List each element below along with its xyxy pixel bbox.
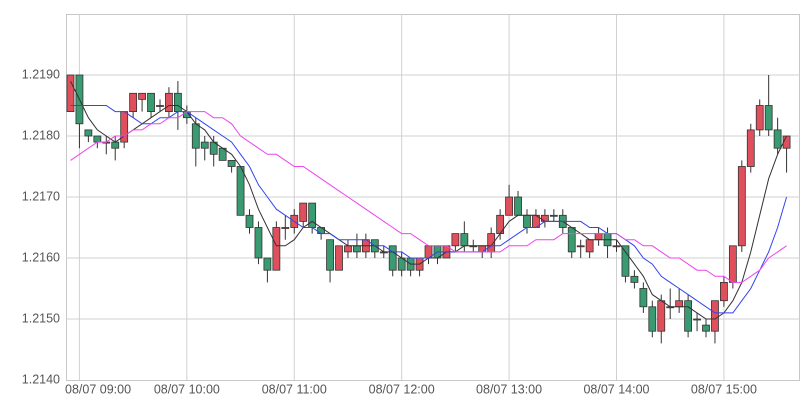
candle-body — [505, 196, 513, 216]
candle-body — [684, 300, 693, 332]
candle-body — [523, 214, 531, 228]
candle-body — [317, 227, 326, 234]
x-tick-label: 08/07 10:00 — [154, 382, 220, 396]
candle-body — [630, 275, 639, 283]
candle-body — [746, 129, 755, 167]
x-tick-label: 08/07 11:00 — [262, 382, 327, 396]
candle-body — [129, 92, 138, 113]
candle-body — [93, 135, 102, 143]
candle-body — [728, 245, 737, 283]
candle-body — [675, 300, 684, 308]
candle-body — [451, 233, 460, 247]
candle-body — [478, 245, 487, 253]
candle-body — [720, 281, 728, 302]
candle-body — [147, 92, 155, 113]
candle-body — [594, 233, 603, 241]
x-tick-label: 08/07 14:00 — [583, 382, 649, 396]
candle-body — [460, 233, 469, 247]
candle-body — [299, 202, 308, 222]
candle-body — [66, 74, 75, 112]
candle-body — [755, 105, 764, 131]
candle-body — [111, 141, 120, 149]
candle-body — [254, 227, 263, 259]
candle-body — [156, 105, 164, 107]
candle-body — [388, 245, 397, 271]
candle-body — [540, 214, 549, 222]
x-tick-label: 08/07 09:00 — [65, 382, 131, 396]
moving-average-line — [70, 111, 787, 283]
moving-average-line — [70, 105, 788, 314]
x-tick-label: 08/07 12:00 — [369, 382, 435, 396]
candle-body — [567, 227, 576, 253]
candle-body — [693, 318, 701, 321]
candle-body — [702, 324, 710, 332]
candle-body — [191, 123, 200, 149]
y-tick-label: 1.2190 — [22, 67, 60, 81]
candle-body — [639, 288, 648, 308]
candle-body — [549, 214, 558, 217]
candle-body — [227, 159, 236, 167]
candle-body — [326, 239, 334, 271]
candle-body — [263, 257, 272, 271]
candle-body — [514, 196, 522, 216]
candle-body — [84, 129, 93, 137]
candle-body — [344, 245, 352, 253]
candle-body — [585, 239, 594, 253]
candle-body — [245, 214, 254, 228]
candle-body — [308, 202, 317, 228]
y-tick-label: 1.2150 — [22, 311, 60, 325]
candle-body — [621, 245, 630, 277]
candle-body — [657, 300, 666, 332]
candle-body — [764, 105, 773, 131]
candle-body — [173, 92, 182, 113]
y-tick-label: 1.2170 — [22, 189, 60, 203]
y-tick-label: 1.2180 — [22, 128, 60, 142]
candle-body — [576, 245, 585, 248]
candle-body — [335, 245, 343, 271]
candle-body — [236, 166, 245, 216]
y-tick-label: 1.2140 — [22, 372, 60, 386]
candle-body — [138, 92, 146, 100]
y-tick-label: 1.2160 — [22, 250, 60, 264]
candle-body — [773, 129, 782, 149]
candle-body — [737, 166, 746, 247]
x-tick-label: 08/07 15:00 — [691, 382, 757, 396]
candle-body — [281, 227, 290, 229]
candle-body — [711, 300, 719, 332]
candle-body — [353, 245, 361, 253]
candle-body — [612, 245, 621, 248]
x-tick-label: 08/07 13:00 — [476, 382, 542, 396]
candle-body — [272, 227, 281, 271]
candle-body — [165, 92, 173, 113]
candle-body — [200, 141, 209, 149]
candle-body — [648, 306, 657, 332]
